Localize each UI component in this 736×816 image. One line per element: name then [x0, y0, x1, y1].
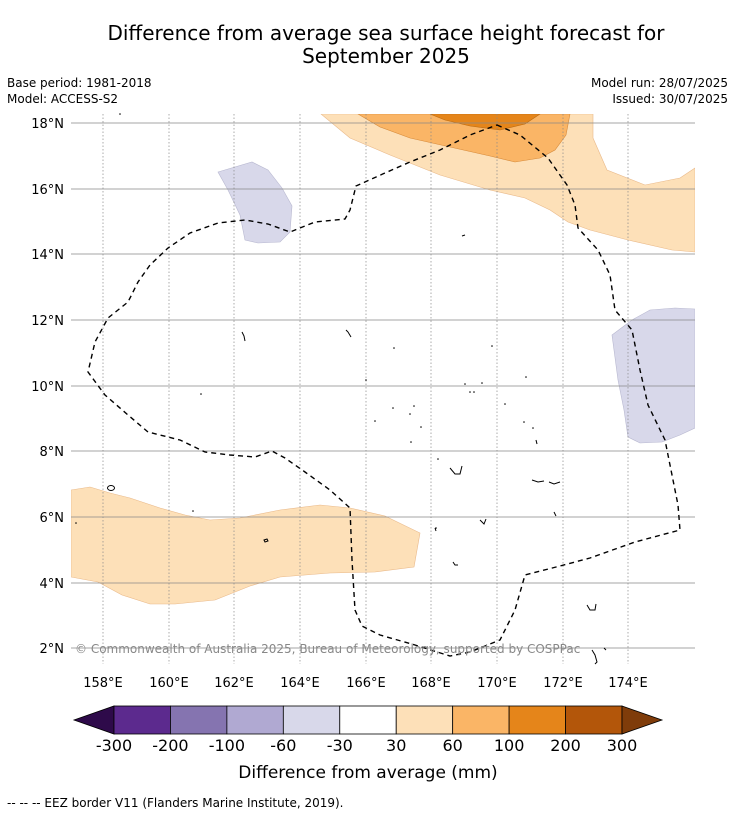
lat-label: 4°N: [40, 577, 65, 592]
meta-right: Model run: 28/07/2025 Issued: 30/07/2025: [591, 75, 728, 107]
colorbar-cell: [395, 705, 454, 735]
colorbar-cell: [565, 705, 623, 735]
island-outline: [452, 561, 458, 566]
model-run: Model run: 28/07/2025: [590, 76, 728, 90]
title-line-1: Difference from average sea surface heig…: [107, 21, 665, 45]
colorbar-tick-label: -100: [209, 736, 245, 755]
meta-left: Base period: 1981-2018 Model: ACCESS-S2: [7, 75, 152, 107]
copyright-notice: © Commonwealth of Australia 2025, Bureau…: [75, 642, 580, 656]
colorbar-cell: [508, 705, 566, 735]
colorbar-tick-label: 100: [494, 736, 525, 755]
negative-anomaly-east: [611, 307, 695, 444]
colorbar-tick-label: 200: [550, 736, 581, 755]
base-period: Base period: 1981-2018: [7, 76, 152, 90]
lat-label: 6°N: [40, 511, 65, 526]
gridlines: [102, 114, 629, 664]
island-outline: [479, 518, 487, 525]
island-outline: [449, 465, 463, 475]
lon-label: 168°E: [411, 676, 451, 691]
island-outline: [591, 649, 598, 665]
island-outline: [345, 329, 352, 338]
colorbar-cell: [339, 705, 397, 735]
lon-label: 174°E: [608, 676, 648, 691]
longitude-labels: 158°E 160°E 162°E 164°E 166°E 168°E 170°…: [83, 676, 648, 691]
colorbar-cell: [452, 705, 510, 735]
positive-anomaly-north-strong: [429, 114, 541, 131]
lat-label: 10°N: [31, 380, 64, 395]
negative-anomaly-west: [217, 161, 293, 244]
colorbar-cells: [113, 705, 623, 735]
title-line-2: September 2025: [302, 44, 470, 68]
lat-label: 12°N: [31, 314, 64, 329]
island-outline: [603, 647, 607, 651]
lon-label: 162°E: [214, 676, 254, 691]
lat-label: 18°N: [31, 117, 64, 132]
lat-label: 2°N: [40, 642, 65, 657]
anomaly-shading: [71, 114, 695, 605]
lon-label: 160°E: [149, 676, 189, 691]
colorbar-cell: [226, 705, 284, 735]
colorbar-extend-high: [621, 705, 664, 735]
colorbar-tick-label: 30: [386, 736, 406, 755]
colorbar-tick-labels: -300 -200 -100 -60 -30 30 60 100 200 300: [96, 736, 637, 755]
colorbar-title: Difference from average (mm): [238, 763, 497, 783]
model-name: Model: ACCESS-S2: [7, 92, 119, 106]
colorbar-tick-label: -60: [270, 736, 296, 755]
island-outline: [531, 479, 561, 485]
colorbar-extend-low: [72, 705, 115, 735]
lat-label: 8°N: [40, 445, 65, 460]
colorbar: -300 -200 -100 -60 -30 30 60 100 200 300 Differen…: [72, 705, 664, 783]
lon-label: 166°E: [346, 676, 386, 691]
positive-anomaly-south: [71, 486, 421, 605]
island-outline: [535, 439, 538, 445]
colorbar-tick-label: 300: [607, 736, 638, 755]
island-outline: [461, 234, 466, 237]
island-dots: [75, 113, 534, 529]
lon-label: 170°E: [477, 676, 517, 691]
colorbar-tick-label: -200: [152, 736, 188, 755]
colorbar-tick-label: -300: [96, 736, 132, 755]
lon-label: 158°E: [83, 676, 123, 691]
island-outline: [263, 538, 269, 543]
lon-label: 164°E: [280, 676, 320, 691]
lat-label: 14°N: [31, 248, 64, 263]
colorbar-tick-label: -30: [327, 736, 353, 755]
colorbar-cell: [282, 705, 341, 735]
latitude-labels: 18°N 16°N 14°N 12°N 10°N 8°N 6°N 4°N 2°N: [31, 117, 64, 657]
issued-date: Issued: 30/07/2025: [612, 92, 728, 106]
island-outline: [434, 527, 437, 532]
lon-label: 172°E: [543, 676, 583, 691]
islands: [107, 234, 607, 665]
island-outline: [553, 511, 557, 517]
island-outline: [586, 603, 597, 611]
island-outline: [241, 331, 246, 342]
island-outline: [107, 485, 115, 491]
colorbar-cell: [113, 705, 171, 735]
map-title: Difference from average sea surface heig…: [40, 22, 732, 68]
colorbar-tick-label: 60: [442, 736, 462, 755]
colorbar-cell: [170, 705, 228, 735]
latitude-lines: [71, 122, 695, 649]
eez-footnote: -- -- -- EEZ border V11 (Flanders Marine…: [7, 796, 344, 810]
lat-label: 16°N: [31, 183, 64, 198]
